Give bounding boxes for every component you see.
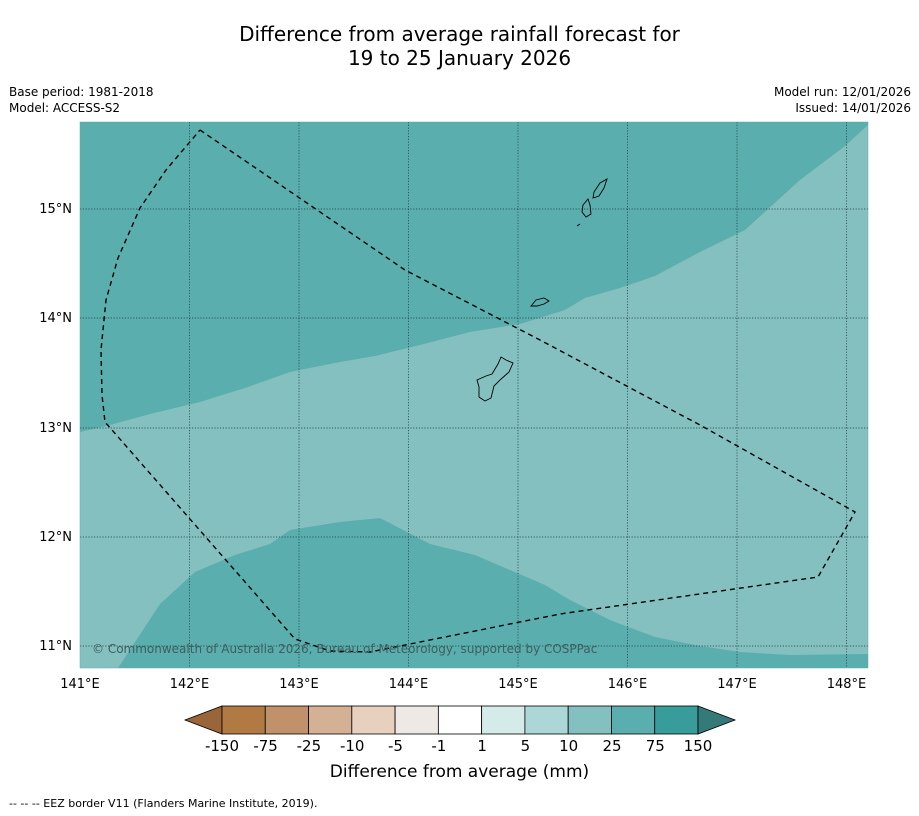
latitude-ticks: 15°N 14°N 13°N 12°N 11°N: [39, 202, 72, 654]
tinian-island: [581, 198, 592, 218]
model-text: Model: ACCESS-S2: [9, 101, 121, 115]
eez-border: [100, 129, 856, 653]
title-line-1: Difference from average rainfall forecas…: [239, 22, 680, 46]
colorbar-tick-label: -25: [296, 737, 322, 755]
colorbar-tick-label: 150: [683, 737, 713, 755]
colorbar-swatch: [308, 705, 353, 735]
colorbar-under-arrow: [183, 705, 223, 735]
lat-tick-label: 15°N: [39, 202, 72, 217]
rainfall-band-north: [80, 122, 868, 432]
meta-left: Base period: 1981-2018 Model: ACCESS-S2: [9, 84, 154, 116]
lon-tick-label: 142°E: [170, 677, 210, 692]
colorbar: [183, 705, 737, 735]
copyright-text: © Commonwealth of Australia 2026, Bureau…: [92, 642, 597, 656]
lat-tick-label: 14°N: [39, 311, 72, 326]
map-frame: [79, 121, 869, 669]
model-run-text: Model run: 12/01/2026: [773, 85, 911, 99]
colorbar-tick-label: 25: [602, 737, 622, 755]
meta-right: Model run: 12/01/2026 Issued: 14/01/2026: [774, 84, 911, 116]
colorbar-tick-label: -75: [253, 737, 278, 755]
colorbar-swatch: [481, 705, 526, 735]
eez-footnote: -- -- -- EEZ border V11 (Flanders Marine…: [9, 797, 318, 810]
lon-tick-label: 141°E: [60, 677, 100, 692]
lon-tick-label: 146°E: [608, 677, 648, 692]
lon-tick-label: 148°E: [827, 677, 867, 692]
map-plot-area: [80, 122, 868, 668]
colorbar-swatch: [264, 705, 309, 735]
colorbar-tick-label: 5: [520, 737, 531, 755]
rainfall-band-south: [118, 518, 868, 668]
colorbar-tick-label: 1: [477, 737, 487, 755]
aguijan-island: [576, 223, 581, 227]
colorbar-tick-label: -10: [339, 737, 365, 755]
saipan-island: [592, 178, 608, 199]
lon-tick-label: 143°E: [279, 677, 319, 692]
chart-title: Difference from average rainfall forecas…: [0, 22, 919, 70]
base-period-text: Base period: 1981-2018: [9, 85, 154, 99]
colorbar-swatch: [221, 705, 266, 735]
lon-tick-label: 147°E: [717, 677, 757, 692]
lon-tick-label: 144°E: [389, 677, 429, 692]
colorbar-swatch: [611, 705, 656, 735]
colorbar-swatch: [567, 705, 612, 735]
guam-island: [476, 356, 514, 402]
lat-tick-label: 11°N: [39, 639, 72, 654]
colorbar-swatch: [351, 705, 396, 735]
colorbar-tick-label: -1: [431, 737, 447, 755]
longitude-ticks: 141°E 142°E 143°E 144°E 145°E 146°E 147°…: [60, 677, 866, 692]
rota-island: [530, 297, 550, 307]
colorbar-swatch: [524, 705, 569, 735]
lon-tick-label: 145°E: [498, 677, 538, 692]
colorbar-title: Difference from average (mm): [329, 762, 590, 782]
colorbar-swatch: [394, 705, 439, 735]
colorbar-tick-label: 10: [559, 737, 579, 755]
lat-tick-label: 12°N: [39, 530, 72, 545]
issued-text: Issued: 14/01/2026: [795, 101, 911, 115]
colorbar-boxes: [221, 705, 699, 735]
colorbar-swatch: [437, 705, 483, 735]
title-line-2: 19 to 25 January 2026: [347, 46, 572, 70]
islands: [476, 178, 608, 402]
colorbar-over-arrow: [697, 705, 737, 735]
colorbar-tick-label: -5: [388, 737, 403, 755]
lat-tick-label: 13°N: [39, 421, 72, 436]
colorbar-swatch: [654, 705, 699, 735]
colorbar-tick-label: -150: [204, 737, 240, 755]
colorbar-tick-label: 75: [645, 737, 665, 755]
